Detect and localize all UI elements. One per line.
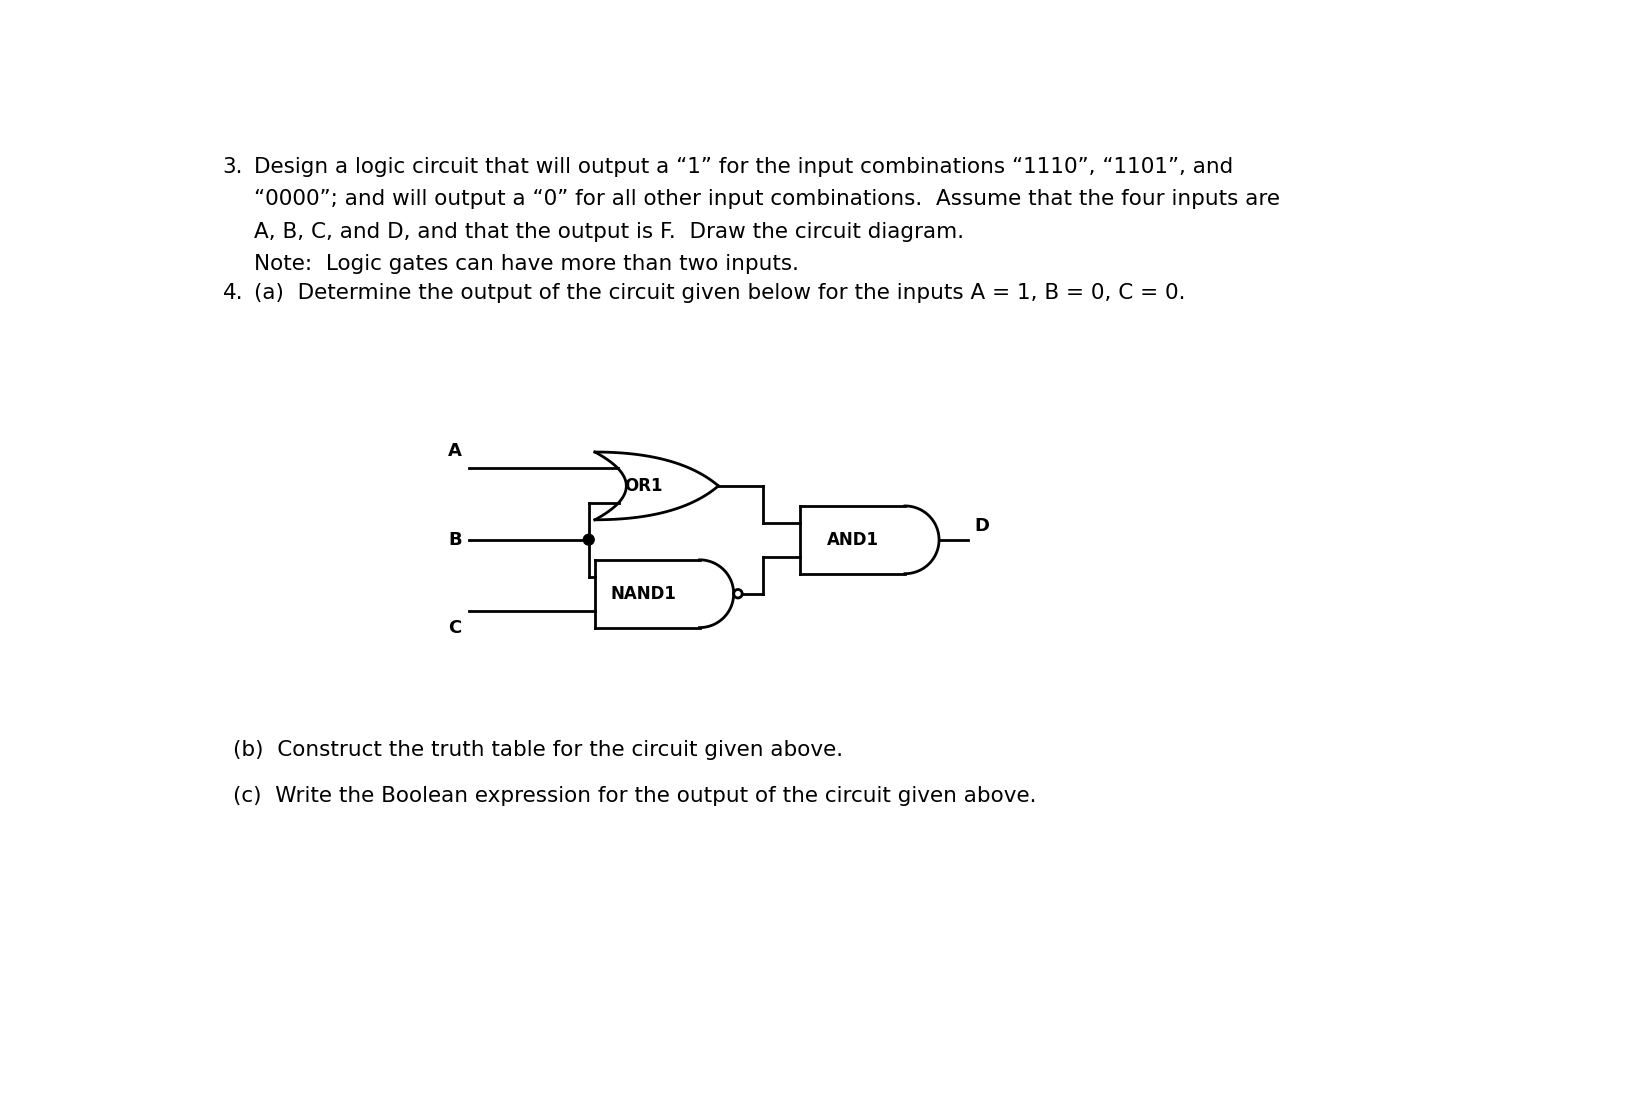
Text: Note:  Logic gates can have more than two inputs.: Note: Logic gates can have more than two… xyxy=(253,254,799,274)
Text: AND1: AND1 xyxy=(827,531,878,549)
Text: (c)  Write the Boolean expression for the output of the circuit given above.: (c) Write the Boolean expression for the… xyxy=(232,786,1036,806)
Text: A, B, C, and D, and that the output is F.  Draw the circuit diagram.: A, B, C, and D, and that the output is F… xyxy=(253,222,963,242)
Text: “0000”; and will output a “0” for all other input combinations.  Assume that the: “0000”; and will output a “0” for all ot… xyxy=(253,190,1279,210)
Text: B: B xyxy=(449,531,462,549)
Text: Design a logic circuit that will output a “1” for the input combinations “1110”,: Design a logic circuit that will output … xyxy=(253,157,1233,177)
Text: (b)  Construct the truth table for the circuit given above.: (b) Construct the truth table for the ci… xyxy=(232,740,843,760)
Text: D: D xyxy=(975,517,990,535)
Circle shape xyxy=(584,534,593,545)
Text: C: C xyxy=(449,618,462,637)
Text: OR1: OR1 xyxy=(625,477,663,495)
Text: (a)  Determine the output of the circuit given below for the inputs A = 1, B = 0: (a) Determine the output of the circuit … xyxy=(253,284,1185,304)
Text: A: A xyxy=(449,443,462,460)
Text: NAND1: NAND1 xyxy=(610,585,676,603)
Text: 3.: 3. xyxy=(222,157,243,177)
Text: 4.: 4. xyxy=(222,284,243,304)
